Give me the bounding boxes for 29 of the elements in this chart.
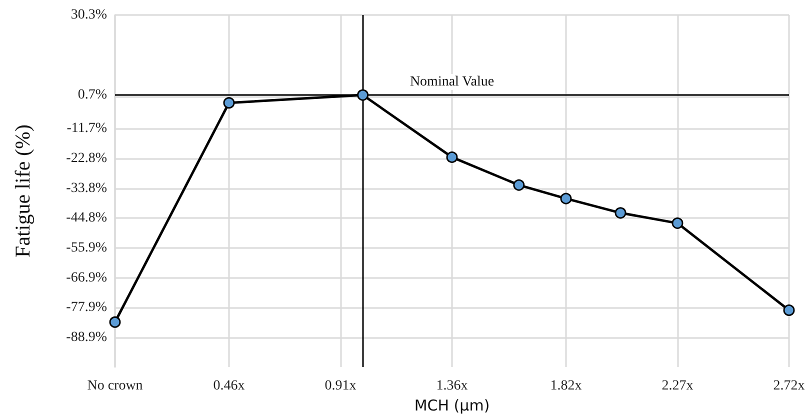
x-tick-label: 0.46x xyxy=(213,378,245,394)
point xyxy=(614,207,626,219)
y-tick-label: -77.9% xyxy=(66,300,108,316)
y-axis-title: Fatigue life (%) xyxy=(10,124,34,258)
y-tick-label: -22.8% xyxy=(66,151,108,166)
ref-line-label: Nominal Value xyxy=(410,74,494,90)
point xyxy=(446,151,458,163)
x-tick-label: No crown xyxy=(87,378,143,394)
point xyxy=(513,179,525,191)
y-tick-label: -44.8% xyxy=(66,210,108,226)
y-tick-label: -66.9% xyxy=(66,270,108,286)
y-tick-label: -11.7% xyxy=(66,121,108,136)
y-tick-label: -33.8% xyxy=(66,180,108,196)
y-tick-label: -55.9% xyxy=(66,240,108,256)
point xyxy=(672,217,684,229)
point xyxy=(109,316,121,328)
x-tick-label: 1.82x xyxy=(550,378,582,394)
y-tick-label: 30.3% xyxy=(70,8,108,22)
y-tick-label: -88.9% xyxy=(66,330,108,345)
y-tick-label: 0.7% xyxy=(78,88,108,103)
x-tick-label: 0.91x xyxy=(324,378,356,394)
x-tick-label: 1.36x xyxy=(436,378,468,394)
point xyxy=(357,89,369,101)
point xyxy=(560,192,572,204)
x-axis-title: MCH (µm) xyxy=(414,396,490,414)
point xyxy=(223,97,235,109)
x-tick-label: 2.27x xyxy=(662,378,694,394)
point xyxy=(783,304,795,316)
x-tick-label: 2.72x xyxy=(773,378,805,394)
